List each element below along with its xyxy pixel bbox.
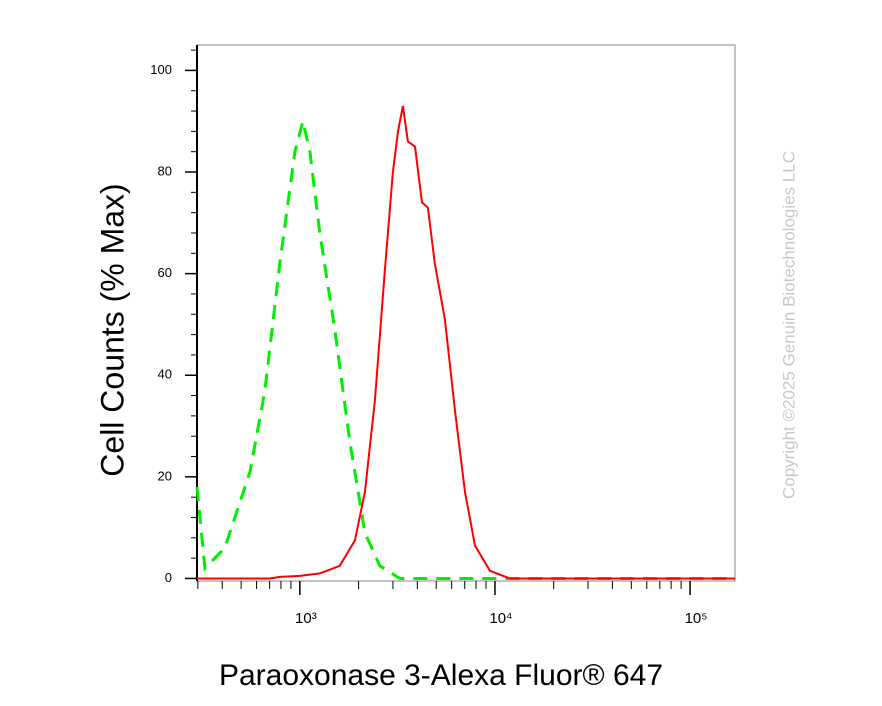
series-line bbox=[195, 120, 735, 580]
y-tick-label: 40 bbox=[158, 367, 172, 382]
watermark: Copyright ©2025 Genuin Biotechnologies L… bbox=[779, 151, 798, 499]
y-tick-label: 100 bbox=[150, 62, 172, 77]
x-tick-label: 10³ bbox=[295, 610, 317, 627]
y-tick-label: 20 bbox=[158, 468, 172, 483]
series-line bbox=[197, 105, 735, 580]
y-tick-label: 80 bbox=[158, 163, 172, 178]
x-tick-label: 10⁴ bbox=[489, 610, 512, 627]
y-axis-label: Cell Counts (% Max) bbox=[94, 183, 130, 476]
y-tick-label: 0 bbox=[165, 570, 172, 585]
x-axis-label: Paraoxonase 3-Alexa Fluor® 647 bbox=[219, 659, 663, 692]
y-tick-label: 60 bbox=[158, 265, 172, 280]
x-tick-label: 10⁵ bbox=[685, 610, 708, 627]
